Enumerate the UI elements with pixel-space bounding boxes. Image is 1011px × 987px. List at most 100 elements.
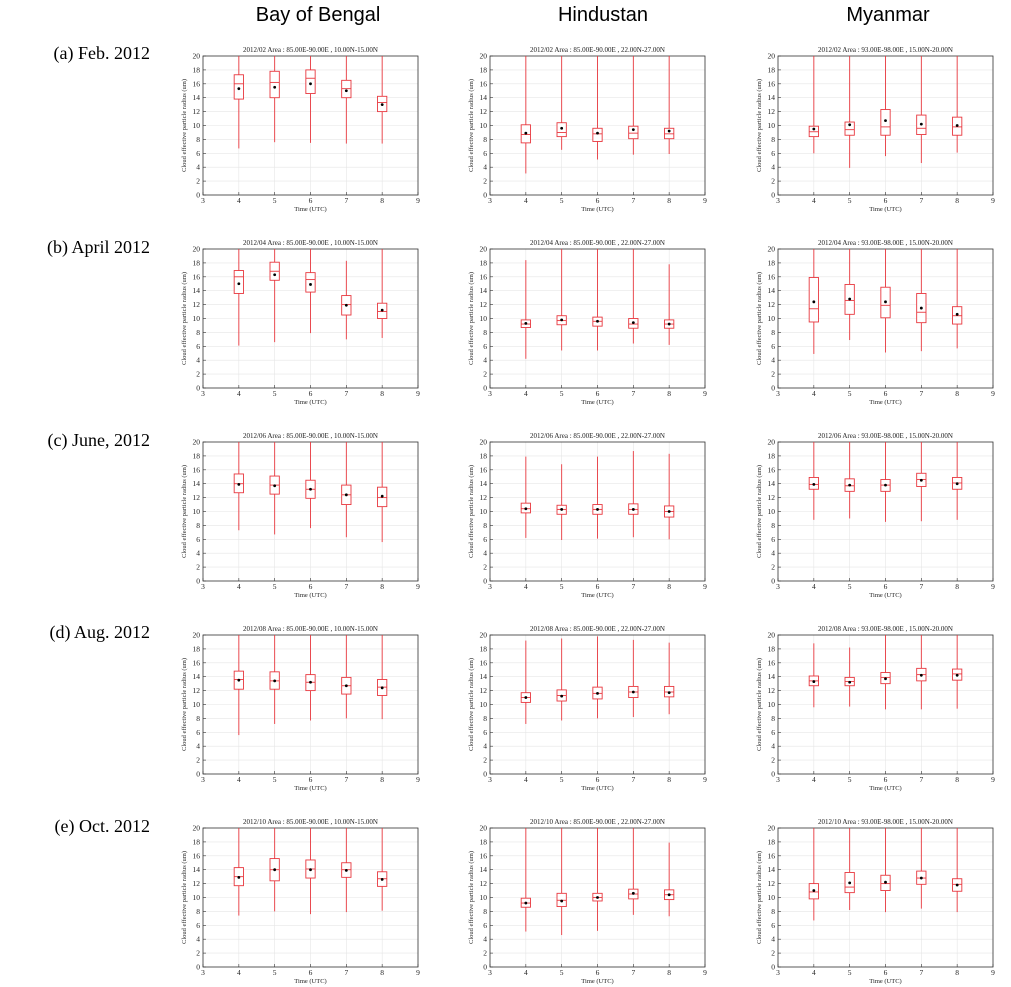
box-item	[556, 828, 567, 936]
y-tick-label: 18	[768, 644, 776, 653]
box-item	[377, 635, 388, 720]
y-axis-label: Cloud effective particle radius (um)	[181, 658, 188, 751]
x-tick-label: 8	[667, 968, 671, 977]
x-tick-label: 3	[776, 968, 780, 977]
y-tick-label: 2	[771, 563, 775, 572]
box-mean-dot	[919, 673, 923, 677]
x-tick-label: 6	[596, 775, 600, 784]
y-tick-label: 0	[771, 577, 775, 586]
y-tick-label: 8	[196, 521, 200, 530]
x-tick-label: 8	[955, 582, 959, 591]
y-tick-label: 18	[480, 451, 488, 460]
x-tick-label: 8	[955, 196, 959, 205]
x-tick-label: 3	[201, 389, 205, 398]
box-plot-svg: 2012/06 Area : 93.00E-98.00E , 15.00N-20…	[756, 432, 995, 599]
box-mean-dot	[560, 899, 564, 903]
box-mean-dot	[273, 85, 277, 89]
x-tick-label: 9	[416, 968, 420, 977]
box-item	[233, 635, 244, 736]
y-tick-label: 12	[193, 879, 201, 888]
box-mean-dot	[344, 868, 348, 872]
box-item	[520, 456, 531, 538]
box-item	[664, 453, 675, 540]
box-iqr	[592, 127, 603, 142]
y-tick-label: 6	[483, 535, 487, 544]
box-item	[341, 828, 352, 913]
box-item	[233, 442, 244, 531]
x-tick-label: 3	[776, 389, 780, 398]
y-tick-label: 2	[483, 370, 487, 379]
y-tick-label: 14	[480, 672, 488, 681]
y-tick-label: 6	[483, 921, 487, 930]
x-tick-label: 3	[488, 389, 492, 398]
y-tick-label: 0	[483, 384, 487, 393]
box-item	[377, 442, 388, 543]
y-tick-label: 10	[768, 314, 776, 323]
y-tick-label: 16	[768, 658, 776, 667]
box-item	[269, 828, 280, 912]
box-item	[520, 56, 531, 174]
y-tick-label: 14	[768, 93, 776, 102]
box-plot-svg: 2012/04 Area : 93.00E-98.00E , 15.00N-20…	[756, 239, 995, 406]
y-tick-label: 16	[193, 272, 201, 281]
y-axis-label: Cloud effective particle radius (um)	[468, 658, 475, 751]
box-mean-dot	[524, 131, 528, 135]
y-tick-label: 2	[771, 177, 775, 186]
y-tick-label: 12	[480, 686, 488, 695]
y-tick-label: 0	[196, 384, 200, 393]
x-tick-label: 8	[667, 582, 671, 591]
x-tick-label: 7	[919, 968, 923, 977]
y-axis-label: Cloud effective particle radius (um)	[756, 658, 763, 751]
box-item	[916, 56, 927, 164]
box-plot-panel: 2012/06 Area : 93.00E-98.00E , 15.00N-20…	[750, 426, 1000, 599]
panel-title: 2012/02 Area : 85.00E-90.00E , 22.00N-27…	[530, 46, 665, 54]
box-item	[952, 635, 963, 709]
box-mean-dot	[596, 508, 599, 511]
box-mean-dot	[380, 308, 384, 312]
box-iqr	[269, 70, 280, 99]
y-tick-label: 16	[193, 658, 201, 667]
box-mean-dot	[919, 122, 923, 126]
y-tick-label: 10	[193, 314, 201, 323]
box-plot-panel: 2012/08 Area : 85.00E-90.00E , 10.00N-15…	[175, 619, 425, 792]
y-tick-label: 10	[480, 314, 488, 323]
x-tick-label: 6	[309, 775, 313, 784]
box-plot-svg: 2012/10 Area : 93.00E-98.00E , 15.00N-20…	[756, 818, 995, 985]
box-plot-svg: 2012/10 Area : 85.00E-90.00E , 10.00N-15…	[181, 818, 420, 985]
box-plot-panel: 2012/10 Area : 85.00E-90.00E , 10.00N-15…	[175, 812, 425, 985]
box-item	[592, 636, 603, 719]
x-tick-label: 8	[380, 582, 384, 591]
box-plot-panel: 2012/08 Area : 85.00E-90.00E , 22.00N-27…	[462, 619, 712, 792]
box-plot-svg: 2012/04 Area : 85.00E-90.00E , 10.00N-15…	[181, 239, 420, 406]
box-mean-dot	[524, 901, 528, 905]
y-tick-label: 14	[768, 672, 776, 681]
y-axis-label: Cloud effective particle radius (um)	[468, 851, 475, 944]
x-axis-label: Time (UTC)	[294, 978, 326, 985]
box-item	[305, 828, 316, 915]
box-item	[556, 638, 567, 721]
box-mean-dot	[667, 322, 671, 326]
box-mean-dot	[812, 889, 816, 892]
box-item	[520, 260, 531, 359]
y-axis-label: Cloud effective particle radius (um)	[181, 272, 188, 365]
x-tick-label: 6	[596, 582, 600, 591]
box-mean-dot	[955, 883, 959, 887]
box-mean-dot	[273, 273, 277, 277]
y-tick-label: 12	[768, 879, 776, 888]
x-tick-label: 4	[812, 582, 816, 591]
y-tick-label: 0	[483, 191, 487, 200]
x-tick-label: 4	[237, 775, 241, 784]
box-mean-dot	[884, 483, 887, 487]
x-tick-label: 6	[309, 196, 313, 205]
y-tick-label: 0	[771, 191, 775, 200]
y-tick-label: 20	[768, 245, 776, 254]
x-tick-label: 6	[884, 968, 888, 977]
box-item	[520, 828, 531, 932]
x-tick-label: 7	[344, 582, 348, 591]
x-tick-label: 4	[524, 968, 528, 977]
box-item	[916, 249, 927, 352]
box-mean-dot	[919, 876, 923, 880]
box-plot-svg: 2012/02 Area : 93.00E-98.00E , 15.00N-20…	[756, 46, 995, 213]
box-iqr	[305, 272, 316, 293]
header-bay-of-bengal: Bay of Bengal	[255, 4, 381, 26]
